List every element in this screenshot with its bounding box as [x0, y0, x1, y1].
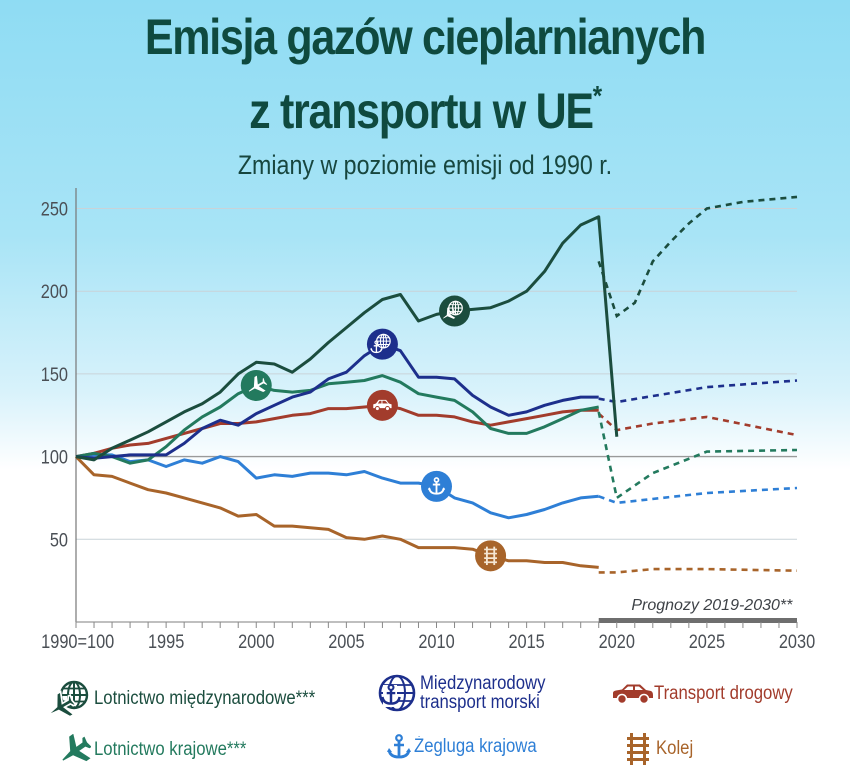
forecast-line-rail [598, 567, 798, 574]
legend-item-rail: Kolej [620, 732, 698, 766]
y-tick-label: 100 [41, 446, 68, 467]
car-marker [366, 389, 398, 421]
car-icon [612, 683, 654, 705]
legend-label: Żegluga krajowa [414, 736, 537, 757]
y-tick-label: 250 [41, 198, 68, 219]
title-footnote-marker: * [592, 80, 602, 111]
x-tick-label: 2005 [328, 631, 364, 652]
legend-label: Lotnictwo krajowe*** [94, 739, 247, 760]
legend-item-intl-maritime: Międzynarodowy transport morski [376, 672, 563, 714]
x-tick-label: 1995 [148, 631, 184, 652]
marker-circle [475, 540, 507, 572]
globe-anchor-marker [366, 328, 398, 360]
title-text: z transportu w UE [249, 83, 594, 139]
legend-item-intl-aviation: Lotnictwo międzynarodowe*** [46, 678, 345, 720]
series-group [74, 195, 798, 574]
globe-plane-icon [46, 678, 94, 720]
series-line-intl_maritime [75, 342, 599, 460]
legend-label-line1: Międzynarodowy [420, 673, 546, 694]
forecast-line-domestic_shipping [598, 486, 798, 505]
legend-label: Kolej [656, 738, 694, 759]
x-tick-label: 2000 [238, 631, 274, 652]
globe-plane-marker [439, 295, 471, 327]
x-tick-label: 2020 [599, 631, 635, 652]
series-line-domestic_aviation [75, 374, 599, 465]
series-line-intl_aviation [75, 215, 619, 462]
series-line-rail [74, 455, 599, 569]
anchor-marker [421, 470, 452, 502]
anchor-icon [384, 734, 414, 760]
rail-track-icon [620, 732, 656, 766]
chart-title-line1: Emisja gazów cieplarnianych [144, 9, 707, 65]
y-tick-label: 50 [50, 529, 68, 550]
plane-icon [54, 734, 94, 766]
legend-label: Lotnictwo międzynarodowe*** [94, 688, 316, 709]
gridlines [76, 208, 797, 540]
series-line-road [75, 403, 599, 459]
forecast-line-road [597, 412, 798, 437]
chart-subtitle: Zmiany w poziomie emisji od 1990 r. [237, 150, 613, 180]
y-tick-label: 200 [41, 281, 68, 302]
legend-label: Transport drogowy [654, 683, 793, 704]
chart-title-line2: z transportu w UE* [60, 80, 791, 140]
forecast-line-intl_maritime [598, 379, 798, 404]
legend-item-road: Transport drogowy [612, 683, 812, 705]
legend-item-domestic-aviation: Lotnictwo krajowe*** [54, 734, 267, 766]
x-tick-label: 2030 [779, 631, 815, 652]
series-line-domestic_shipping [75, 453, 599, 520]
forecast-line-domestic_aviation [597, 411, 798, 501]
x-tick-label: 2015 [508, 631, 544, 652]
y-tick-label: 150 [41, 364, 68, 385]
legend-item-domestic-shipping: Żegluga krajowa [384, 734, 553, 760]
forecast-line-intl_aviation [597, 195, 798, 319]
series-markers [240, 295, 507, 572]
legend-label-group: Międzynarodowy transport morski [420, 674, 563, 712]
plane-marker [240, 369, 272, 401]
x-tick-label: 2025 [689, 631, 725, 652]
axes: 50 100 150 200 250 Prognozy 2019-2030** 1990=1… [41, 188, 815, 652]
forecast-annotation: Prognozy 2019-2030** [631, 597, 793, 614]
forecast-range-bar [598, 618, 797, 623]
globe-anchor-icon [376, 672, 418, 714]
x-tick-label: 1990=100 [41, 631, 114, 652]
rail-track-marker [475, 540, 507, 572]
x-tick-label: 2010 [418, 631, 454, 652]
legend-label-line2: transport morski [420, 692, 540, 713]
